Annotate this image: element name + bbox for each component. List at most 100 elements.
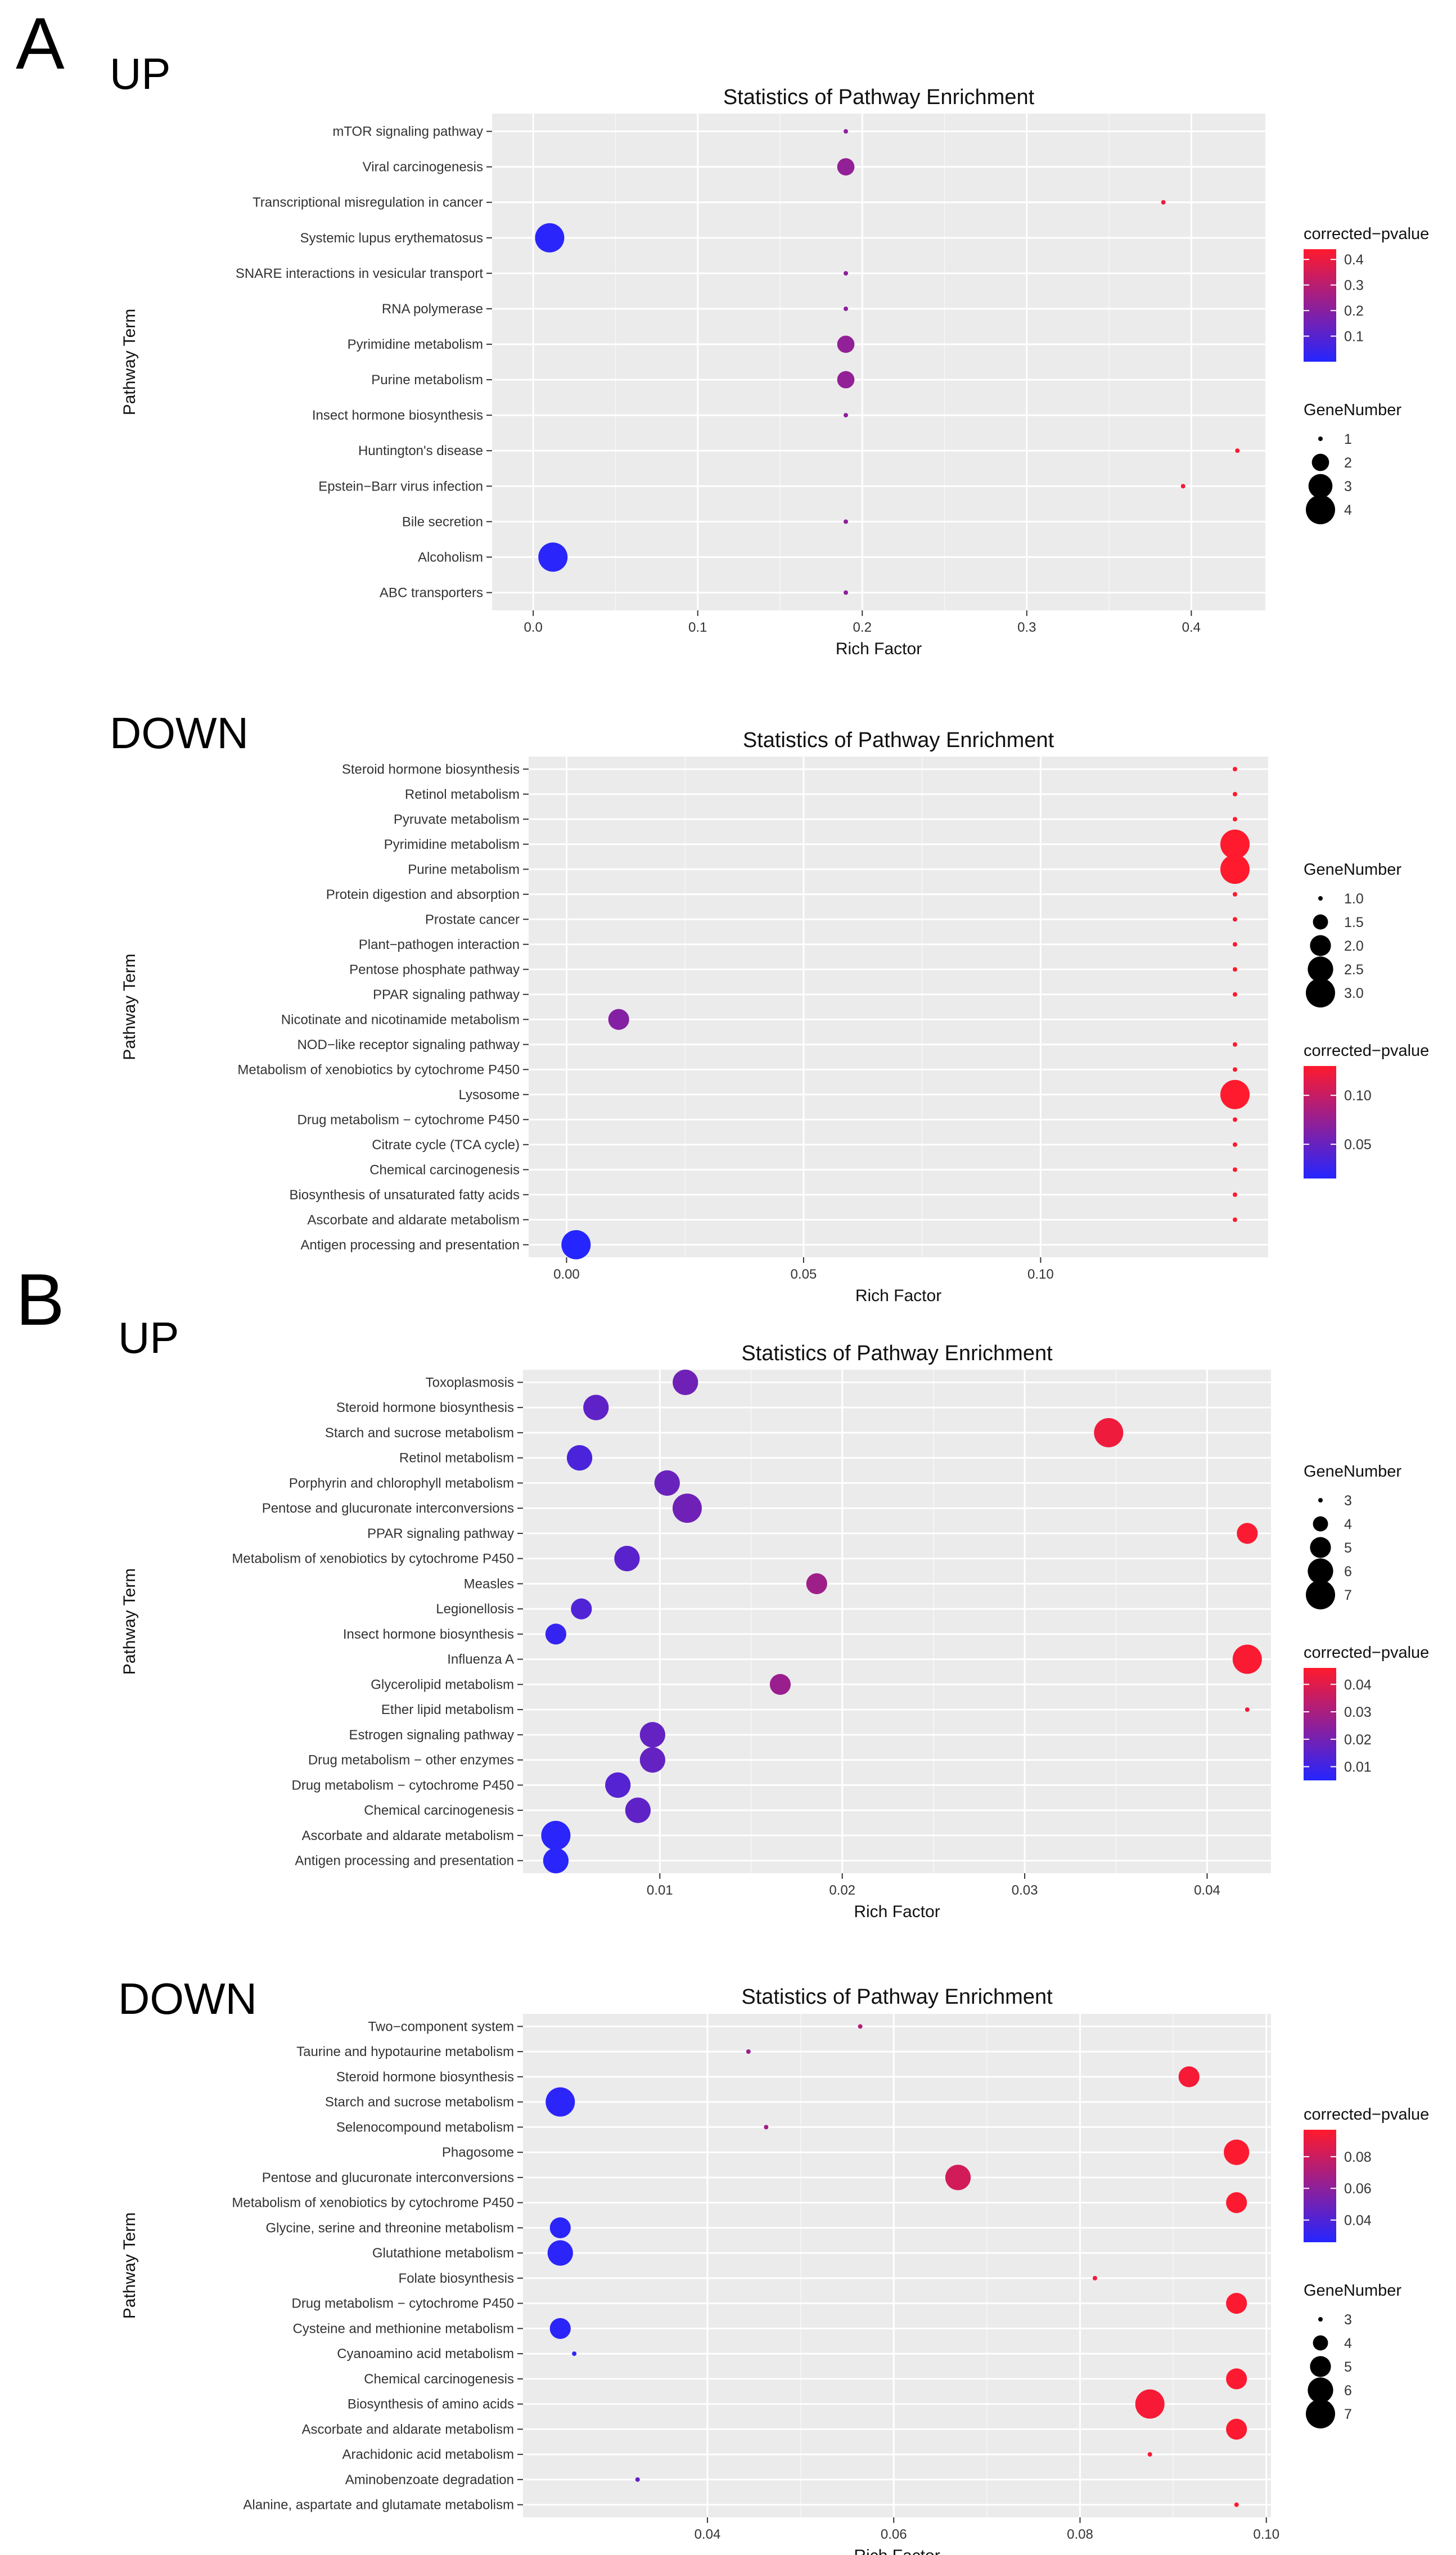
plot-panel bbox=[523, 2014, 1271, 2517]
x-tick-label: 0.00 bbox=[553, 1267, 580, 1282]
data-point bbox=[1232, 992, 1237, 997]
data-point bbox=[1161, 200, 1166, 205]
panel-label-a: A bbox=[16, 2, 65, 84]
category-label: Retinol metabolism bbox=[399, 1451, 514, 1466]
data-point bbox=[1224, 2139, 1250, 2165]
category-label: Viral carcinogenesis bbox=[363, 160, 483, 175]
category-label: Nicotinate and nicotinamide metabolism bbox=[281, 1012, 520, 1027]
category-label: Alanine, aspartate and glutamate metabol… bbox=[243, 2498, 514, 2513]
size-legend-point bbox=[1318, 1498, 1323, 1503]
x-tick-label: 0.1 bbox=[688, 620, 707, 635]
data-point bbox=[1232, 1192, 1237, 1197]
data-point bbox=[806, 1573, 827, 1594]
x-axis-title: Rich Factor bbox=[855, 1287, 941, 1305]
color-legend: corrected−pvalue 0.08 0.06 0.04 bbox=[1304, 2106, 1429, 2242]
data-point bbox=[549, 2217, 571, 2238]
data-point bbox=[543, 1848, 569, 1874]
data-point bbox=[843, 590, 848, 595]
data-point bbox=[843, 306, 848, 311]
data-point bbox=[605, 1772, 631, 1798]
category-label: Drug metabolism − cytochrome P450 bbox=[291, 2296, 514, 2311]
y-axis-title: Pathway Term bbox=[120, 1568, 139, 1675]
color-legend-label: 0.4 bbox=[1344, 252, 1364, 268]
data-point bbox=[1147, 2452, 1152, 2457]
category-label: Pentose and glucuronate interconversions bbox=[262, 2170, 514, 2185]
data-point bbox=[837, 335, 855, 353]
size-legend-point bbox=[1308, 474, 1333, 498]
data-point bbox=[843, 129, 848, 134]
category-label: Purine metabolism bbox=[408, 862, 520, 877]
category-label: Epstein−Barr virus infection bbox=[318, 479, 483, 494]
data-point bbox=[625, 1797, 651, 1823]
data-point bbox=[769, 1674, 791, 1695]
color-legend-label: 0.06 bbox=[1344, 2181, 1372, 2197]
size-legend-point bbox=[1306, 1580, 1335, 1609]
category-label: SNARE interactions in vesicular transpor… bbox=[236, 266, 484, 281]
data-point bbox=[561, 1230, 591, 1259]
x-tick-label: 0.06 bbox=[881, 2527, 907, 2542]
color-legend-label: 0.01 bbox=[1344, 1760, 1372, 1775]
size-legend-point bbox=[1306, 495, 1335, 524]
category-label: Steroid hormone biosynthesis bbox=[336, 1400, 514, 1415]
data-point bbox=[572, 2351, 577, 2356]
category-label: Pentose phosphate pathway bbox=[349, 962, 520, 977]
data-point bbox=[843, 413, 848, 418]
data-point bbox=[1245, 1707, 1250, 1712]
x-axis-title: Rich Factor bbox=[836, 640, 922, 658]
size-legend-point bbox=[1308, 1558, 1333, 1584]
category-label: Metabolism of xenobiotics by cytochrome … bbox=[232, 1551, 514, 1567]
size-legend-label: 1.0 bbox=[1344, 891, 1364, 907]
category-label: Biosynthesis of amino acids bbox=[348, 2397, 514, 2412]
category-label: Huntington's disease bbox=[358, 443, 483, 458]
category-label: ABC transporters bbox=[380, 585, 483, 600]
data-point bbox=[1232, 1217, 1237, 1222]
size-legend-label: 3 bbox=[1344, 2312, 1352, 2328]
data-point bbox=[1226, 2368, 1247, 2390]
x-axis-title: Rich Factor bbox=[854, 1902, 940, 1921]
plot-panel bbox=[523, 1370, 1271, 1873]
data-point bbox=[1234, 2502, 1239, 2507]
chart-a-up: Statistics of Pathway Enrichment 0.0 0.1 0.… bbox=[120, 86, 1429, 658]
category-label: Ascorbate and aldarate metabolism bbox=[307, 1212, 520, 1227]
y-axis-title: Pathway Term bbox=[120, 309, 139, 416]
data-point bbox=[1232, 917, 1237, 922]
category-label: Transcriptional misregulation in cancer bbox=[253, 195, 483, 210]
size-legend-point bbox=[1313, 914, 1328, 930]
category-label: Legionellosis bbox=[436, 1602, 514, 1617]
category-label: Lysosome bbox=[459, 1087, 520, 1103]
size-legend-point bbox=[1308, 956, 1333, 982]
category-label: Antigen processing and presentation bbox=[300, 1238, 520, 1253]
size-legend-point bbox=[1308, 2377, 1333, 2403]
category-label: Drug metabolism − cytochrome P450 bbox=[297, 1112, 520, 1127]
plot-panel bbox=[492, 114, 1265, 610]
size-legend-point bbox=[1310, 1537, 1331, 1558]
category-label: Glutathione metabolism bbox=[372, 2246, 514, 2261]
data-point bbox=[547, 2240, 573, 2266]
size-legend: GeneNumber 1.0 1.5 2.0 2.5 3.0 bbox=[1304, 861, 1401, 1007]
size-legend-label: 3.0 bbox=[1344, 986, 1364, 1001]
data-point bbox=[571, 1598, 592, 1620]
color-legend-label: 0.1 bbox=[1344, 329, 1364, 345]
category-label: Systemic lupus erythematosus bbox=[300, 231, 483, 246]
color-legend-title: corrected−pvalue bbox=[1304, 1644, 1429, 1662]
category-label: Porphyrin and chlorophyll metabolism bbox=[289, 1476, 514, 1491]
chart-title: Statistics of Pathway Enrichment bbox=[741, 1985, 1053, 2009]
size-legend-label: 5 bbox=[1344, 1540, 1352, 1556]
x-tick-label: 0.3 bbox=[1017, 620, 1036, 635]
size-legend-title: GeneNumber bbox=[1304, 401, 1401, 419]
category-label: Citrate cycle (TCA cycle) bbox=[372, 1137, 520, 1153]
data-point bbox=[673, 1369, 698, 1395]
size-legend-title: GeneNumber bbox=[1304, 861, 1401, 879]
chart-a-down: Statistics of Pathway Enrichment 0.00 0.05… bbox=[120, 728, 1429, 1305]
data-point bbox=[1235, 448, 1240, 453]
data-point bbox=[1220, 829, 1250, 859]
category-label: Prostate cancer bbox=[425, 912, 520, 927]
category-label: Cysteine and methionine metabolism bbox=[292, 2321, 514, 2336]
x-tick-label: 0.03 bbox=[1012, 1883, 1038, 1898]
category-label: Pentose and glucuronate interconversions bbox=[262, 1501, 514, 1516]
data-point bbox=[1232, 1042, 1237, 1047]
x-axis-title: Rich Factor bbox=[854, 2547, 940, 2555]
panel-label-b: B bbox=[16, 1258, 65, 1341]
size-legend-point bbox=[1311, 453, 1329, 471]
category-label: Biosynthesis of unsaturated fatty acids bbox=[289, 1187, 520, 1203]
